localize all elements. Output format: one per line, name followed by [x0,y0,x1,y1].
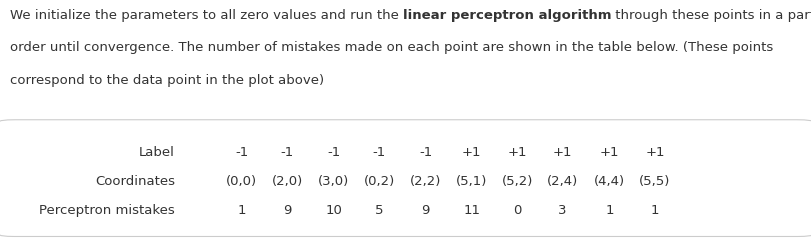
Text: 1: 1 [604,204,613,217]
Text: (0,2): (0,2) [363,175,394,188]
Text: +1: +1 [507,146,526,159]
Text: -1: -1 [280,146,294,159]
Text: Coordinates: Coordinates [95,175,175,188]
Text: (4,4): (4,4) [593,175,624,188]
Text: 5: 5 [375,204,383,217]
Text: 3: 3 [558,204,566,217]
Text: 9: 9 [421,204,429,217]
Text: +1: +1 [599,146,619,159]
Text: through these points in a particular: through these points in a particular [611,9,811,21]
Text: (2,0): (2,0) [271,175,303,188]
Text: 10: 10 [325,204,342,217]
Text: +1: +1 [461,146,481,159]
FancyBboxPatch shape [0,120,811,236]
Text: -1: -1 [234,146,248,159]
Text: +1: +1 [645,146,664,159]
Text: We initialize the parameters to all zero values and run the: We initialize the parameters to all zero… [10,9,402,21]
Text: (5,2): (5,2) [501,175,532,188]
Text: -1: -1 [372,146,385,159]
Text: 1: 1 [237,204,246,217]
Text: (5,1): (5,1) [456,175,487,188]
Text: (2,4): (2,4) [547,175,577,188]
Text: (5,5): (5,5) [638,175,670,188]
Text: correspond to the data point in the plot above): correspond to the data point in the plot… [10,74,324,87]
Text: 0: 0 [513,204,521,217]
Text: (2,2): (2,2) [410,175,440,188]
Text: -1: -1 [418,146,431,159]
Text: (3,0): (3,0) [318,175,350,188]
Text: (0,0): (0,0) [225,175,257,188]
Text: +1: +1 [552,146,572,159]
Text: 1: 1 [650,204,659,217]
Text: 9: 9 [282,204,291,217]
Text: -1: -1 [327,146,340,159]
Text: Label: Label [139,146,175,159]
Text: 11: 11 [463,204,479,217]
Text: linear perceptron algorithm: linear perceptron algorithm [402,9,611,21]
Text: order until convergence. The number of mistakes made on each point are shown in : order until convergence. The number of m… [10,41,772,54]
Text: Perceptron mistakes: Perceptron mistakes [39,204,175,217]
